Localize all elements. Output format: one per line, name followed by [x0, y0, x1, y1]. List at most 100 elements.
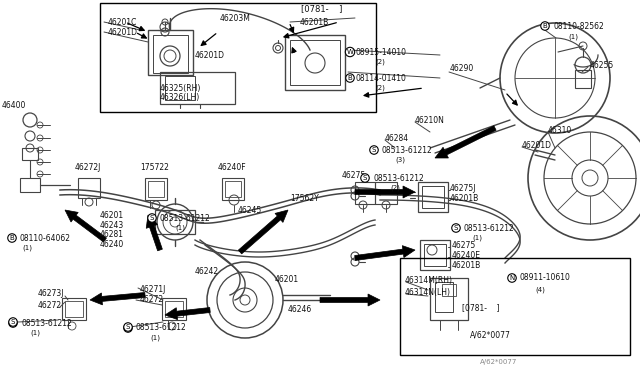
- Bar: [424, 244, 446, 266]
- Text: 46201D: 46201D: [522, 141, 552, 150]
- Text: 46201B: 46201B: [450, 193, 479, 202]
- Text: N: N: [509, 275, 515, 281]
- Text: S: S: [150, 215, 154, 221]
- Bar: [418, 182, 448, 212]
- Text: 08114-01410: 08114-01410: [356, 74, 407, 83]
- Bar: [162, 298, 186, 320]
- Text: S: S: [126, 325, 130, 331]
- Bar: [165, 76, 195, 100]
- Text: (1): (1): [568, 34, 578, 40]
- Bar: [420, 240, 450, 270]
- Text: 46201B: 46201B: [300, 17, 329, 26]
- Bar: [430, 278, 468, 320]
- Text: (1): (1): [175, 225, 185, 231]
- Text: 08513-61212: 08513-61212: [160, 214, 211, 222]
- Polygon shape: [238, 210, 288, 254]
- Text: 46275: 46275: [342, 170, 366, 180]
- Text: 46314M(RH): 46314M(RH): [405, 276, 453, 285]
- Text: 46201C: 46201C: [108, 17, 138, 26]
- Text: 46201B: 46201B: [452, 260, 481, 269]
- Text: 08513-61212: 08513-61212: [464, 224, 515, 232]
- Text: 46272: 46272: [38, 301, 62, 310]
- Bar: [100, 3, 376, 112]
- Text: 46246: 46246: [288, 305, 312, 314]
- Text: S: S: [454, 225, 458, 231]
- Text: B: B: [348, 75, 353, 81]
- Text: 46284: 46284: [385, 134, 409, 142]
- Polygon shape: [146, 215, 163, 251]
- Text: 46273J: 46273J: [38, 289, 65, 298]
- Text: 46201: 46201: [275, 276, 299, 285]
- Text: 46201D: 46201D: [195, 51, 225, 60]
- Text: [0781-    ]: [0781- ]: [301, 4, 342, 13]
- Text: (1): (1): [22, 245, 32, 251]
- Bar: [400, 258, 630, 355]
- Text: 08513-61212: 08513-61212: [136, 324, 187, 333]
- Text: 46203M: 46203M: [220, 13, 251, 22]
- Text: 46314N(LH): 46314N(LH): [405, 288, 451, 296]
- Text: (1): (1): [472, 235, 482, 241]
- Text: (1): (1): [30, 330, 40, 336]
- Bar: [375, 182, 397, 204]
- Text: S: S: [11, 319, 15, 325]
- Bar: [155, 210, 195, 234]
- Text: 46272J: 46272J: [75, 163, 101, 171]
- Text: 46245: 46245: [238, 205, 262, 215]
- Text: 46271J: 46271J: [140, 285, 166, 295]
- Text: 175722: 175722: [140, 163, 169, 171]
- Polygon shape: [320, 294, 380, 306]
- Text: 46290: 46290: [450, 64, 474, 73]
- Polygon shape: [90, 292, 145, 305]
- Polygon shape: [355, 246, 415, 260]
- Bar: [20, 178, 40, 192]
- Text: 17562Y: 17562Y: [290, 193, 319, 202]
- Bar: [290, 40, 340, 85]
- Text: (2): (2): [375, 85, 385, 91]
- Text: 08110-64062: 08110-64062: [20, 234, 71, 243]
- Bar: [225, 181, 241, 197]
- Text: [0781-    ]: [0781- ]: [462, 304, 499, 312]
- Text: 46272: 46272: [140, 295, 164, 305]
- Text: 46240F: 46240F: [218, 163, 246, 171]
- Text: 46201D: 46201D: [108, 28, 138, 36]
- Text: W: W: [347, 49, 353, 55]
- Bar: [222, 178, 244, 200]
- Bar: [148, 181, 164, 197]
- Bar: [65, 301, 83, 317]
- Bar: [165, 301, 183, 317]
- Bar: [62, 298, 86, 320]
- Text: A/62*0077: A/62*0077: [480, 359, 517, 365]
- Text: 46210N: 46210N: [415, 115, 445, 125]
- Bar: [285, 35, 345, 90]
- Bar: [435, 282, 453, 312]
- Text: 08513-61212: 08513-61212: [21, 318, 72, 327]
- Text: 46201: 46201: [100, 211, 124, 219]
- Text: 08911-10610: 08911-10610: [520, 273, 571, 282]
- Text: 46275: 46275: [452, 241, 476, 250]
- Text: 46326(LH): 46326(LH): [160, 93, 200, 102]
- Bar: [355, 182, 375, 204]
- Text: A/62*0077: A/62*0077: [470, 330, 511, 340]
- Text: 46255: 46255: [590, 61, 614, 70]
- Text: 08513-61212: 08513-61212: [382, 145, 433, 154]
- Text: (4): (4): [535, 287, 545, 293]
- Bar: [153, 35, 188, 73]
- Text: (3): (3): [395, 157, 405, 163]
- Text: 46281: 46281: [100, 230, 124, 238]
- Text: (1): (1): [150, 335, 160, 341]
- Bar: [145, 178, 167, 200]
- Text: (2): (2): [375, 59, 385, 65]
- Text: 46243: 46243: [100, 221, 124, 230]
- Text: 46240: 46240: [100, 240, 124, 248]
- Bar: [575, 70, 591, 88]
- Text: S: S: [372, 147, 376, 153]
- Polygon shape: [355, 186, 415, 198]
- Text: 08915-14010: 08915-14010: [356, 48, 407, 57]
- Text: 46400: 46400: [2, 100, 26, 109]
- Polygon shape: [165, 308, 211, 320]
- Text: 46240E: 46240E: [452, 250, 481, 260]
- Bar: [78, 178, 100, 198]
- Text: B: B: [543, 23, 547, 29]
- Bar: [148, 30, 193, 75]
- Polygon shape: [435, 126, 496, 158]
